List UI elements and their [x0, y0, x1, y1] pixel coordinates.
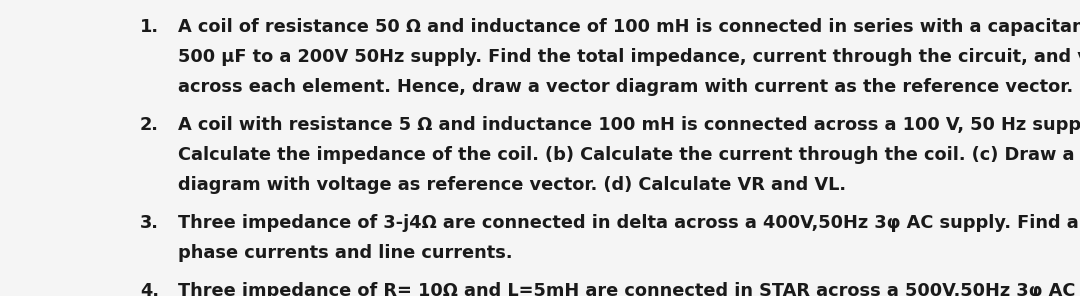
Text: diagram with voltage as reference vector. (d) Calculate VR and VL.: diagram with voltage as reference vector… — [178, 176, 846, 194]
Text: Three impedance of 3-j4Ω are connected in delta across a 400V,50Hz 3φ AC supply.: Three impedance of 3-j4Ω are connected i… — [178, 214, 1080, 232]
Text: 1.: 1. — [140, 18, 159, 36]
Text: A coil of resistance 50 Ω and inductance of 100 mH is connected in series with a: A coil of resistance 50 Ω and inductance… — [178, 18, 1080, 36]
Text: Calculate the impedance of the coil. (b) Calculate the current through the coil.: Calculate the impedance of the coil. (b)… — [178, 146, 1080, 164]
Text: across each element. Hence, draw a vector diagram with current as the reference : across each element. Hence, draw a vecto… — [178, 78, 1074, 96]
Text: A coil with resistance 5 Ω and inductance 100 mH is connected across a 100 V, 50: A coil with resistance 5 Ω and inductanc… — [178, 116, 1080, 134]
Text: Three impedance of R= 10Ω and L=5mH are connected in STAR across a 500V,50Hz 3φ : Three impedance of R= 10Ω and L=5mH are … — [178, 282, 1076, 296]
Text: 3.: 3. — [140, 214, 159, 232]
Text: 500 µF to a 200V 50Hz supply. Find the total impedance, current through the circ: 500 µF to a 200V 50Hz supply. Find the t… — [178, 48, 1080, 66]
Text: phase currents and line currents.: phase currents and line currents. — [178, 244, 513, 262]
Text: 4.: 4. — [140, 282, 159, 296]
Text: 2.: 2. — [140, 116, 159, 134]
